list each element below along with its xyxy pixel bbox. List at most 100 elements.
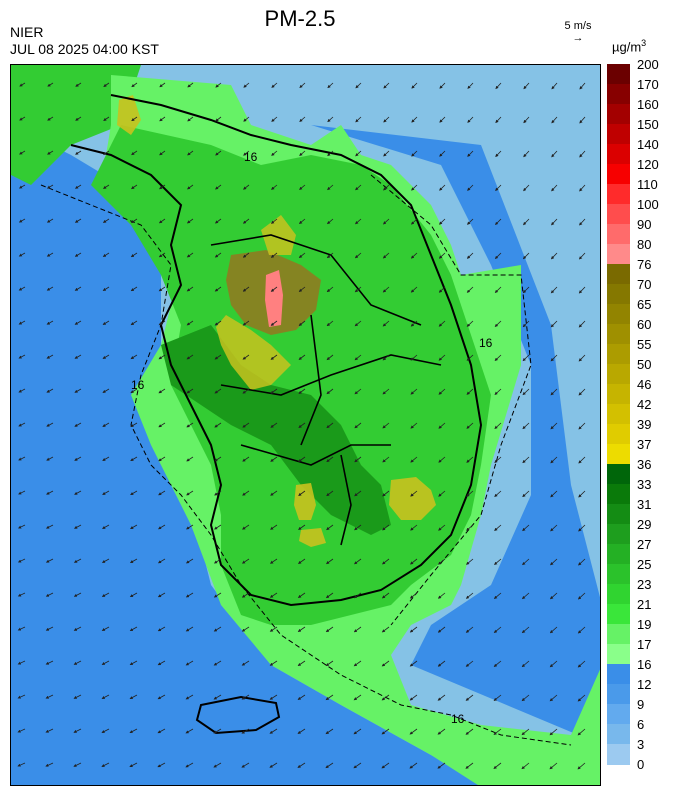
color-scale-swatch (607, 344, 630, 365)
map-title: PM-2.5 (264, 6, 336, 31)
wind-arrow-icon (466, 286, 474, 293)
color-scale-swatch (607, 704, 630, 725)
wind-arrow-icon (438, 218, 446, 225)
wind-arrow-icon (158, 218, 166, 224)
wind-arrow-icon (269, 592, 278, 598)
wind-arrow-icon (549, 592, 558, 600)
wind-arrow-icon (158, 354, 166, 360)
wind-arrow-icon (325, 762, 334, 769)
wind-arrow-icon (158, 490, 166, 496)
wind-arrow-icon (579, 116, 586, 124)
wind-arrow-icon (551, 116, 558, 124)
wind-arrow-icon (494, 456, 502, 464)
wind-arrow-icon (354, 490, 362, 497)
wind-arrow-icon (382, 218, 390, 225)
wind-arrow-icon (158, 320, 166, 326)
wind-arrow-icon (131, 82, 138, 88)
wind-arrow-icon (549, 694, 558, 702)
wind-arrow-icon (325, 592, 334, 599)
wind-arrow-icon (298, 388, 306, 394)
wind-arrow-icon (269, 558, 278, 564)
wind-arrow-icon (550, 422, 558, 430)
wind-arrow-icon (45, 626, 54, 631)
wind-arrow-icon (241, 762, 250, 768)
wind-arrow-icon (45, 660, 54, 665)
wind-arrow-icon (578, 422, 586, 430)
wind-arrow-icon (242, 490, 250, 496)
wind-arrow-icon (438, 252, 446, 259)
wind-arrow-icon (381, 728, 390, 735)
wind-arrow-icon (578, 320, 586, 328)
wind-arrow-icon (411, 150, 418, 157)
wind-arrow-icon (355, 184, 362, 191)
color-scale-tick-label: 27 (637, 537, 652, 552)
wind-arrow-icon (326, 320, 334, 327)
color-scale-swatch (607, 684, 630, 705)
wind-arrow-icon (101, 660, 110, 665)
wind-arrow-icon (186, 422, 194, 428)
wind-arrow-icon (382, 354, 390, 361)
wind-arrow-icon (129, 626, 138, 632)
wind-arrow-icon (409, 660, 418, 667)
wind-arrow-icon (242, 354, 250, 360)
color-scale-swatch (607, 324, 630, 345)
wind-arrow-icon (521, 762, 530, 770)
wind-arrow-icon (213, 660, 222, 666)
wind-arrow-icon (18, 388, 26, 393)
wind-arrow-icon (158, 456, 166, 462)
color-scale-swatch (607, 604, 630, 625)
wind-arrow-icon (437, 694, 446, 701)
wind-arrow-icon (410, 524, 418, 531)
contour-label-east: 16 (479, 336, 493, 350)
wind-arrow-icon (102, 422, 110, 427)
wind-arrow-icon (157, 626, 166, 632)
wind-arrow-icon (213, 626, 222, 632)
color-scale-swatch (607, 644, 630, 665)
wind-arrow-icon (298, 422, 306, 428)
unit-exponent: 3 (641, 38, 647, 48)
wind-arrow-icon (353, 694, 362, 701)
wind-arrow-icon (410, 490, 418, 497)
wind-arrow-icon (186, 456, 194, 462)
wind-arrow-icon (354, 286, 362, 293)
color-scale-tick-label: 23 (637, 577, 652, 592)
unit-text: µg/m (612, 39, 642, 55)
wind-arrow-icon (579, 150, 586, 158)
wind-arrow-icon (381, 762, 390, 769)
wind-arrow-icon (45, 762, 54, 767)
wind-arrow-icon (243, 116, 250, 122)
color-scale-tick-label: 36 (637, 457, 652, 472)
busan-yellow (389, 477, 436, 520)
color-scale-swatch (607, 564, 630, 585)
wind-arrow-icon (18, 286, 26, 291)
wind-arrow-icon (495, 218, 502, 226)
wind-arrow-icon (73, 762, 82, 767)
wind-arrow-icon (523, 184, 530, 192)
wind-arrow-icon (45, 728, 54, 733)
wind-arrow-icon (130, 388, 138, 394)
wind-arrow-icon (297, 728, 306, 734)
wind-arrow-icon (355, 82, 362, 89)
wind-arrow-icon (438, 490, 446, 497)
wind-arrow-icon (437, 762, 446, 769)
agency-label: NIER (10, 24, 44, 40)
wind-arrow-icon (270, 252, 278, 258)
color-scale-tick-label: 33 (637, 477, 652, 492)
wind-arrow-icon (383, 116, 390, 123)
wind-arrow-icon (381, 558, 390, 565)
wind-arrow-icon (381, 592, 390, 599)
wind-arrow-icon (551, 218, 558, 226)
datetime-label: JUL 08 2025 04:00 KST (10, 41, 159, 57)
wind-arrow-icon (410, 286, 418, 293)
wind-arrow-icon (522, 524, 530, 532)
wind-arrow-icon (523, 218, 530, 226)
wind-arrow-icon (522, 422, 530, 430)
wind-arrow-icon (579, 218, 586, 226)
wind-arrow-icon (437, 592, 446, 599)
wind-arrow-icon (213, 762, 222, 768)
wind-arrow-icon (241, 626, 250, 632)
wind-arrow-icon (74, 184, 82, 189)
wind-arrow-icon (214, 388, 222, 394)
wind-arrow-icon (19, 150, 26, 155)
wind-arrow-icon (102, 218, 110, 223)
